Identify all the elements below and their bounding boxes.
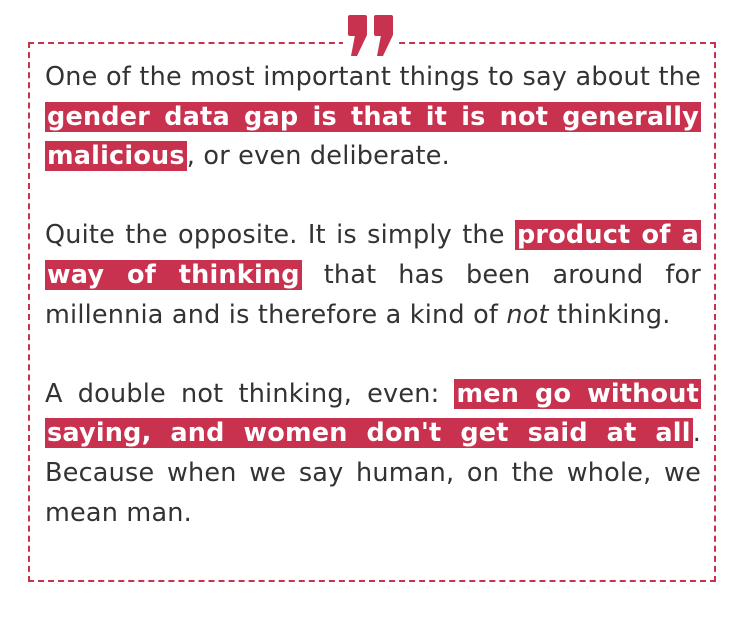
closing-quote-icon [343, 12, 399, 60]
paragraph-2-emphasis: not [506, 299, 549, 330]
quote-paragraph-3: A double not thinking, even: men go with… [45, 375, 701, 533]
paragraph-3-tail: . Because when we say human, on the whol… [45, 418, 701, 528]
paragraph-3-text: A double not thinking, even: [45, 378, 455, 409]
paragraph-2-text: Quite the opposite. It is simply the [45, 220, 515, 251]
quote-body: One of the most important things to say … [45, 58, 701, 533]
quote-paragraph-2: Quite the opposite. It is simply the pro… [45, 216, 701, 335]
paragraph-2-tail: thinking. [548, 299, 671, 330]
paragraph-1-text: One of the most important things to say … [45, 62, 701, 92]
paragraph-1-tail: , or even deliberate. [186, 141, 450, 172]
quote-paragraph-1: One of the most important things to say … [45, 58, 701, 177]
paragraph-2-middle: that has been around for millennia and i… [45, 259, 701, 330]
